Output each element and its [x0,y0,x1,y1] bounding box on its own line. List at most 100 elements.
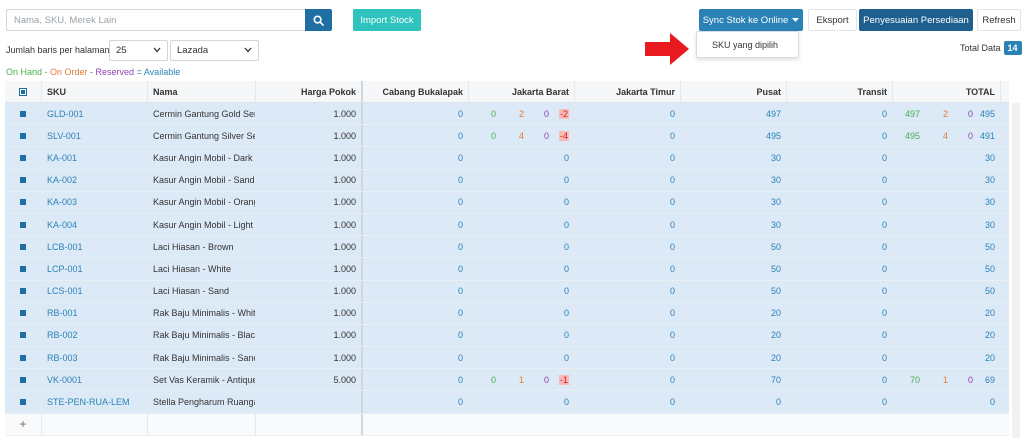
table-row[interactable]: KA-002 Kasur Angin Mobil - Sand 1.000 0 0 0 30… [5,169,1009,192]
cell-harga-pokok[interactable]: 1.000 [256,213,363,236]
cell-harga-pokok[interactable]: 1.000 [256,103,363,125]
table-row[interactable]: LCB-001 Laci Hiasan - Brown 1.000 0 0 0 50 0 50 [5,236,1009,259]
cell-sku[interactable]: SLV-001 [42,125,148,147]
export-button[interactable]: Eksport [808,9,857,31]
cell-harga-pokok[interactable]: 1.000 [256,191,363,213]
header-cabang-bukalapak[interactable]: Cabang Bukalapak [363,81,469,102]
row-checkbox[interactable] [5,347,42,369]
refresh-button[interactable]: Refresh [977,9,1021,31]
row-checkbox[interactable] [5,324,42,347]
row-checkbox[interactable] [5,369,42,391]
sku-link[interactable]: VK-0001 [47,374,83,385]
table-row[interactable]: GLD-001 Cermin Gantung Gold Serie 1.000 0 0 2… [5,103,1009,126]
search-input[interactable] [6,9,306,31]
header-sku[interactable]: SKU [42,81,148,102]
cell-jakarta-timur: 0 [575,324,681,347]
table-row[interactable]: RB-002 Rak Baju Minimalis - Black 1.000 0 0 0… [5,324,1009,348]
row-checkbox[interactable] [5,103,42,125]
cell-harga-pokok[interactable]: 1.000 [256,169,363,191]
sku-link[interactable]: LCP-001 [47,263,83,274]
row-checkbox[interactable] [5,125,42,147]
cell-jakarta-timur: 0 [575,213,681,236]
sku-link[interactable]: STE-PEN-RUA-LEM [47,397,130,408]
cell-sku[interactable]: RB-003 [42,347,148,369]
row-checkbox[interactable] [5,191,42,213]
table-row[interactable]: SLV-001 Cermin Gantung Silver Seri 1.000 0 0… [5,125,1009,148]
table-row[interactable]: RB-001 Rak Baju Minimalis - White 1.000 0 0 0… [5,302,1009,325]
cell-harga-pokok[interactable]: 1.000 [256,236,363,258]
sku-link[interactable]: KA-004 [47,219,78,230]
cell-harga-pokok[interactable]: 1.000 [256,125,363,147]
cell-sku[interactable]: LCP-001 [42,258,148,280]
header-total[interactable]: TOTAL [893,81,1001,102]
sku-link[interactable]: KA-001 [47,152,78,163]
cell-sku[interactable]: GLD-001 [42,103,148,125]
cell-sku[interactable]: RB-001 [42,302,148,324]
cell-harga-pokok[interactable]: 1.000 [256,147,363,169]
header-harga-pokok[interactable]: Harga Pokok [256,81,363,102]
row-checkbox[interactable] [5,302,42,324]
cell-harga-pokok[interactable]: 1.000 [256,258,363,280]
cell-harga-pokok[interactable]: 1.000 [256,302,363,324]
sku-link[interactable]: LCB-001 [47,241,83,252]
table-row[interactable]: LCS-001 Laci Hiasan - Sand 1.000 0 0 0 50 0 50 [5,280,1009,303]
cell-cabang-bukalapak: 0 [363,147,469,169]
cell-sku[interactable]: VK-0001 [42,369,148,391]
stock-value: 20 [770,352,781,363]
row-checkbox[interactable] [5,213,42,236]
table-row[interactable]: STE-PEN-RUA-LEM Stella Pengharum Ruangar 0… [5,391,1009,414]
channel-select[interactable]: Lazada [170,40,259,61]
add-row-button[interactable]: + [5,413,42,435]
header-pusat[interactable]: Pusat [681,81,787,102]
cell-harga-pokok[interactable] [256,391,363,413]
menu-item-selected-sku[interactable]: SKU yang dipilih [712,39,779,50]
table-row[interactable]: VK-0001 Set Vas Keramik - Antique 5.000 0 0 1… [5,369,1009,392]
stock-value: 0 [563,352,569,363]
table-row[interactable]: KA-004 Kasur Angin Mobil - Light b 1.000 0 0… [5,213,1009,237]
cell-sku[interactable]: LCS-001 [42,280,148,302]
cell-harga-pokok[interactable]: 5.000 [256,369,363,391]
stock-adjustment-button[interactable]: Penyesuaian Persediaan [859,9,973,31]
header-jakarta-barat[interactable]: Jakarta Barat [469,81,575,102]
sku-link[interactable]: RB-001 [47,308,78,319]
table-row[interactable]: KA-003 Kasur Angin Mobil - Orang 1.000 0 0 0 3… [5,191,1009,214]
cell-jakarta-timur: 0 [575,147,681,169]
sku-link[interactable]: KA-003 [47,197,78,208]
cell-harga-pokok[interactable]: 1.000 [256,347,363,369]
row-checkbox[interactable] [5,147,42,169]
row-checkbox[interactable] [5,391,42,413]
table-row[interactable]: RB-003 Rak Baju Minimalis - Sand 1.000 0 0 0 2… [5,347,1009,370]
table-row[interactable]: KA-001 Kasur Angin Mobil - Dark b 1.000 0 0 0… [5,147,1009,170]
sku-link[interactable]: LCS-001 [47,286,83,297]
row-checkbox[interactable] [5,169,42,191]
table-row[interactable]: LCP-001 Laci Hiasan - White 1.000 0 0 0 50 0 50 [5,258,1009,281]
cell-sku[interactable]: KA-004 [42,213,148,236]
on-hand-value: 0 [490,374,496,385]
sku-link[interactable]: KA-002 [47,175,78,186]
sku-link[interactable]: RB-003 [47,352,78,363]
rows-per-page-select[interactable]: 25 [109,40,168,61]
cell-harga-pokok[interactable]: 1.000 [256,324,363,347]
row-checkbox[interactable] [5,258,42,280]
search-button[interactable] [305,9,332,31]
header-nama[interactable]: Nama [148,81,256,102]
sku-link[interactable]: RB-002 [47,330,78,341]
cell-sku[interactable]: KA-002 [42,169,148,191]
cell-sku[interactable]: RB-002 [42,324,148,347]
sku-link[interactable]: GLD-001 [47,108,84,119]
import-stock-button[interactable]: Import Stock [353,9,421,31]
cell-sku[interactable]: KA-001 [42,147,148,169]
sku-link[interactable]: SLV-001 [47,130,81,141]
cell-sku[interactable]: KA-003 [42,191,148,213]
row-checkbox[interactable] [5,236,42,258]
select-all-checkbox[interactable] [5,81,42,102]
cell-harga-pokok[interactable]: 1.000 [256,280,363,302]
product-name: Kasur Angin Mobil - Light b [153,219,256,230]
sync-online-button[interactable]: Sync Stok ke Online [699,9,803,31]
header-transit[interactable]: Transit [787,81,893,102]
cell-sku[interactable]: STE-PEN-RUA-LEM [42,391,148,413]
cell-sku[interactable]: LCB-001 [42,236,148,258]
row-checkbox[interactable] [5,280,42,302]
header-jakarta-timur[interactable]: Jakarta Timur [575,81,681,102]
table-scrollbar[interactable] [1012,103,1020,438]
